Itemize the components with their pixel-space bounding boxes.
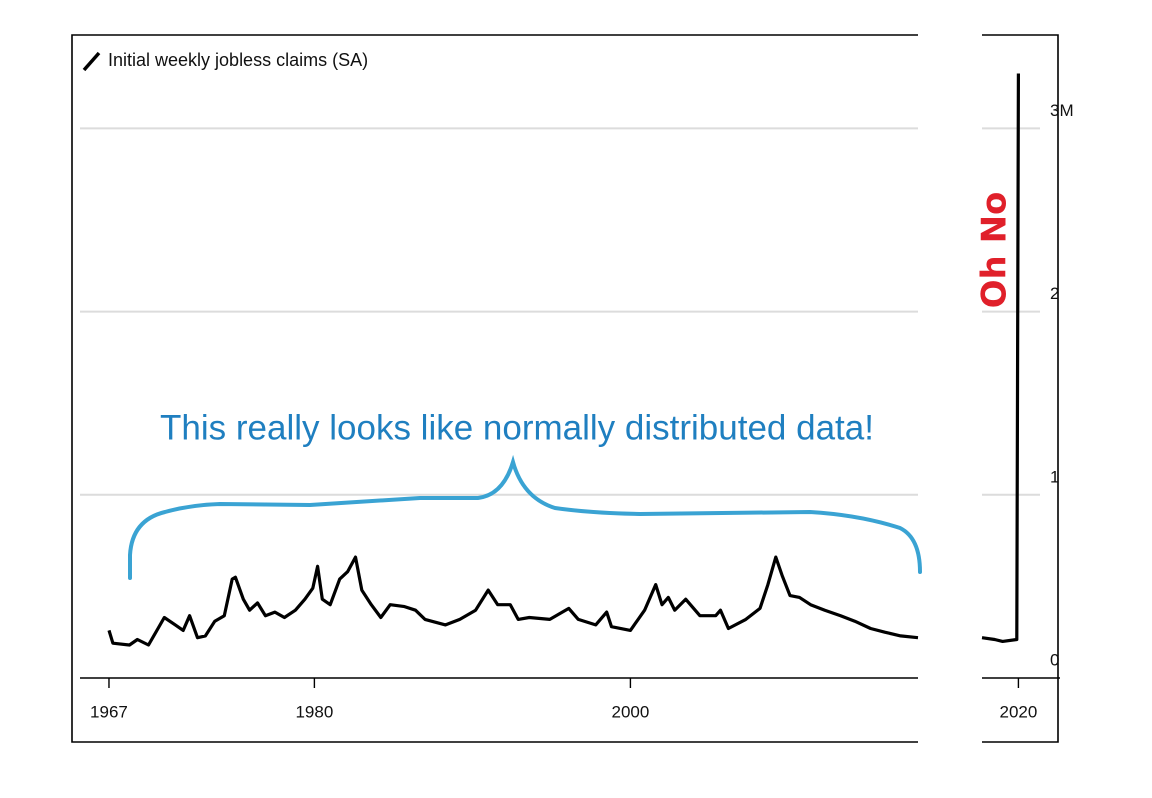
y-tick-label: 2 [1050, 284, 1059, 303]
x-tick-label: 1980 [295, 702, 333, 721]
x-tick-label: 1967 [90, 702, 128, 721]
y-tick-label: 3M [1050, 101, 1074, 120]
y-tick-label: 1 [1050, 467, 1059, 486]
data-line [107, 555, 919, 647]
legend-label: Initial weekly jobless claims (SA) [108, 50, 368, 70]
x-tick-label: 2020 [1000, 702, 1038, 721]
x-tick-label: 2000 [612, 702, 650, 721]
right-frame [982, 34, 1059, 743]
legend-swatch [82, 51, 101, 72]
annotation: Oh No [975, 192, 1015, 309]
annotation-brace [128, 454, 922, 580]
data-line [981, 73, 1020, 643]
y-tick-label: 0 [1050, 650, 1059, 669]
plot-layer: 1967 1980 2000 0 1 2 3M 2020 [80, 73, 1074, 721]
annotation: This really looks like normally distribu… [160, 408, 874, 447]
left-frame [71, 34, 918, 743]
